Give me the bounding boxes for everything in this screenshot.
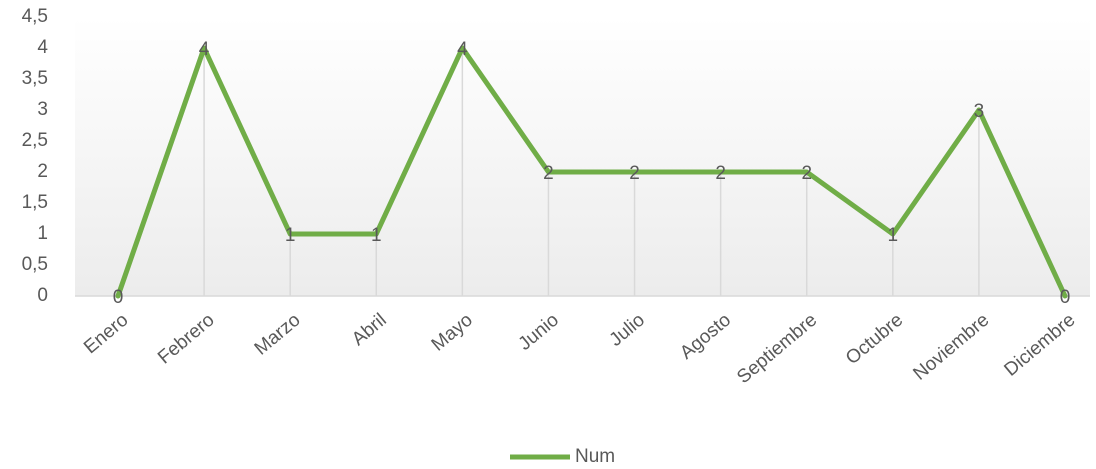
x-tick-label: Febrero (154, 310, 218, 369)
data-label: 2 (629, 163, 640, 184)
data-label: 2 (715, 163, 726, 184)
y-tick-label: 4 (37, 37, 48, 58)
y-tick-label: 3 (37, 99, 48, 120)
y-tick-label: 4,5 (22, 6, 48, 27)
x-tick-label: Mayo (428, 310, 477, 356)
y-tick-label: 3,5 (22, 68, 48, 89)
data-label: 3 (974, 101, 985, 122)
x-tick-label: Marzo (251, 310, 305, 360)
y-tick-label: 1,5 (22, 192, 48, 213)
x-tick-label: Octubre (842, 310, 907, 370)
data-line (115, 45, 1068, 299)
data-label: 4 (199, 39, 210, 60)
x-tick-label: Abril (348, 310, 391, 351)
data-label: 1 (371, 225, 382, 246)
x-tick-label: Noviembre (909, 310, 993, 385)
data-label: 1 (888, 225, 899, 246)
x-tick-label: Junio (515, 310, 563, 355)
y-tick-label: 0,5 (22, 254, 48, 275)
y-tick-label: 1 (37, 223, 48, 244)
y-tick-label: 2,5 (22, 130, 48, 151)
x-tick-label: Agosto (676, 310, 735, 364)
data-label: 1 (285, 225, 296, 246)
x-tick-label: Julio (606, 310, 649, 351)
data-label: 2 (543, 163, 554, 184)
legend-label: Num (575, 446, 615, 467)
x-tick-label: Septiembre (733, 310, 821, 389)
data-label: 0 (1060, 287, 1071, 308)
data-label: 4 (457, 39, 468, 60)
data-label: 0 (113, 287, 124, 308)
x-tick-label: Enero (80, 310, 132, 359)
y-tick-label: 2 (37, 161, 48, 182)
data-label: 2 (801, 163, 812, 184)
x-tick-label: Diciembre (1000, 310, 1079, 381)
y-tick-label: 0 (37, 285, 48, 306)
plot-background (75, 17, 1090, 296)
